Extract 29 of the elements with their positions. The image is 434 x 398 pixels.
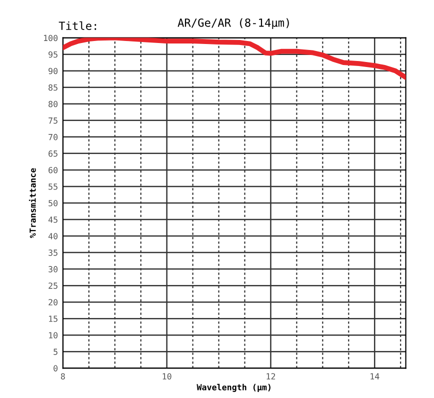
x-tick-label: 10 (162, 373, 172, 380)
y-tick-label: 90 (48, 68, 58, 74)
y-tick-label: 100 (44, 34, 58, 42)
y-axis-title: %Transmittance (28, 168, 36, 238)
y-tick-label: 75 (48, 118, 58, 124)
chart-title: AR/Ge/AR (8-14μm) (178, 18, 289, 30)
y-tick-label: 80 (48, 100, 58, 108)
y-tick-label: 30 (48, 266, 58, 272)
y-tick-label: 85 (48, 84, 58, 91)
y-tick-label: 95 (48, 51, 58, 58)
y-tick-label: 40 (48, 233, 58, 240)
y-tick-label: 70 (48, 134, 58, 140)
y-tick-label: 35 (48, 250, 58, 256)
text: Title: (58, 21, 96, 30)
y-tick-label: 55 (48, 184, 58, 190)
x-tick-label: 8 (60, 373, 65, 380)
x-tick-label: 12 (266, 373, 276, 380)
y-tick-label: 5 (54, 348, 58, 355)
x-tick-label: 14 (370, 373, 380, 380)
y-tick-label: 0 (54, 365, 58, 372)
y-tick-label: 25 (48, 282, 58, 289)
y-tick-label: 60 (48, 166, 58, 174)
y-tick-label: 20 (48, 299, 58, 306)
x-axis-title: Wavelength (μm) (196, 384, 270, 392)
y-tick-label: 50 (48, 200, 58, 206)
y-tick-label: 45 (48, 216, 58, 223)
y-tick-label: 10 (49, 332, 58, 338)
y-tick-label: 65 (48, 150, 58, 157)
y-tick-label: 15 (49, 316, 58, 322)
